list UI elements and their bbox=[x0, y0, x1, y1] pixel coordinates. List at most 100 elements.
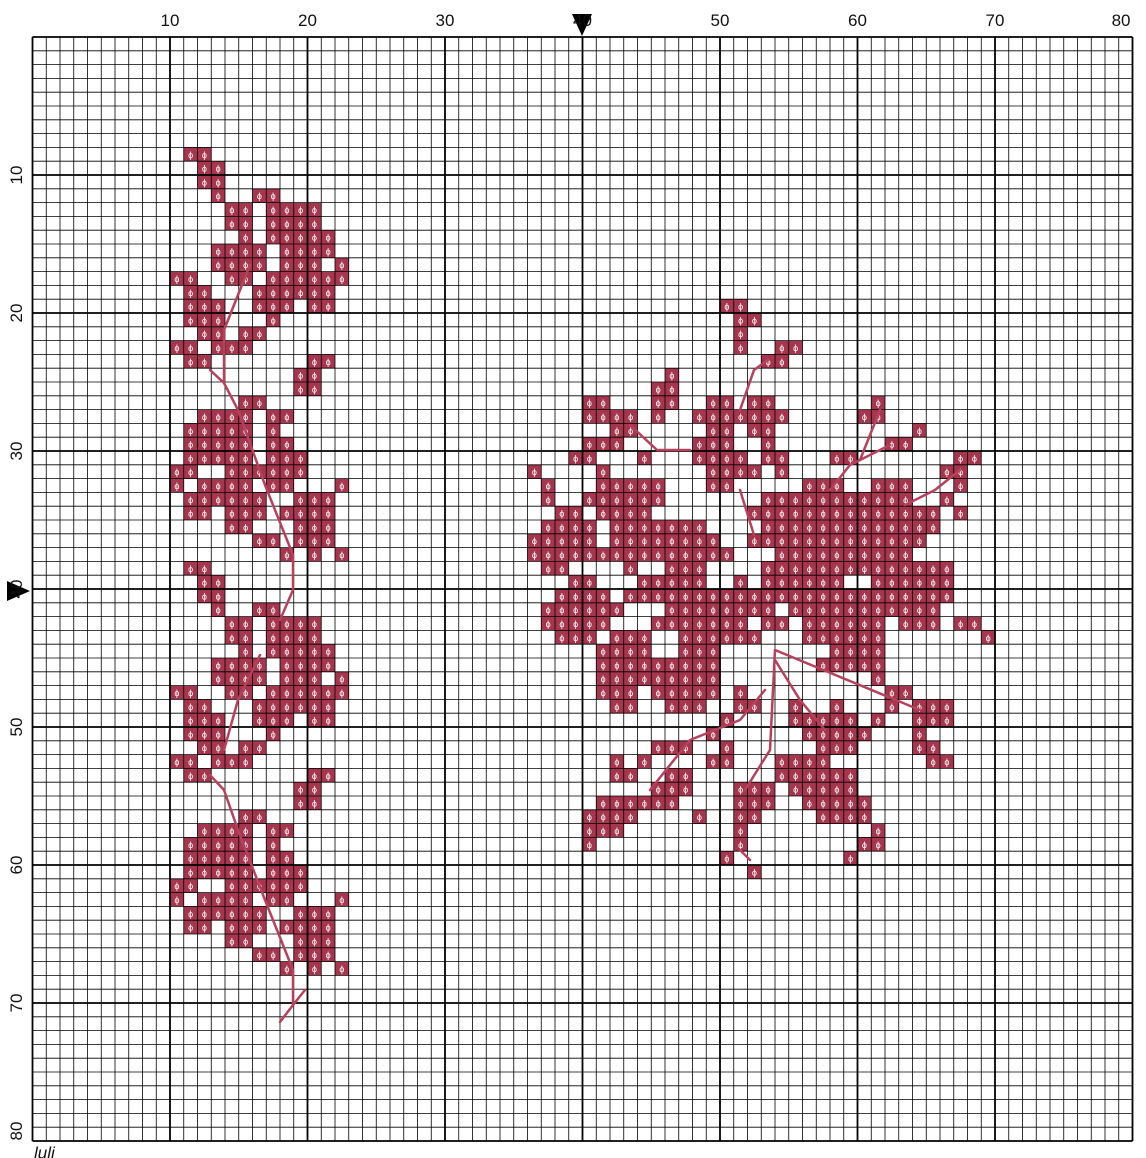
stitch-symbol: ϕ bbox=[601, 398, 606, 408]
stitch-symbol: ϕ bbox=[628, 591, 633, 601]
stitch-symbol: ϕ bbox=[917, 522, 922, 532]
stitch-symbol: ϕ bbox=[339, 481, 344, 491]
stitch bbox=[898, 520, 913, 534]
stitch bbox=[266, 478, 280, 493]
stitch bbox=[802, 616, 817, 631]
stitch-symbol: ϕ bbox=[312, 716, 317, 726]
stitch bbox=[280, 658, 294, 672]
stitch bbox=[843, 851, 858, 865]
stitch-symbol: ϕ bbox=[284, 867, 289, 877]
stitch-symbol: ϕ bbox=[188, 357, 193, 367]
stitch-symbol: ϕ bbox=[848, 716, 853, 726]
stitch-symbol: ϕ bbox=[628, 426, 633, 436]
stitch-symbol: ϕ bbox=[848, 509, 853, 519]
stitch-symbol: ϕ bbox=[271, 867, 276, 877]
stitch-symbol: ϕ bbox=[284, 205, 289, 215]
stitch bbox=[720, 478, 734, 493]
stitch-symbol: ϕ bbox=[656, 688, 661, 698]
stitch bbox=[280, 506, 294, 520]
stitch bbox=[720, 437, 734, 451]
stitch-symbol: ϕ bbox=[298, 702, 303, 712]
stitch bbox=[940, 561, 954, 576]
stitch bbox=[555, 506, 569, 520]
stitch-symbol: ϕ bbox=[243, 246, 248, 256]
stitch bbox=[802, 754, 817, 769]
stitch bbox=[252, 506, 267, 520]
stitch-symbol: ϕ bbox=[642, 633, 647, 643]
stitch bbox=[596, 671, 610, 686]
stitch bbox=[692, 630, 707, 645]
stitch-symbol: ϕ bbox=[779, 591, 784, 601]
stitch bbox=[238, 934, 253, 948]
stitch-symbol: ϕ bbox=[188, 426, 193, 436]
row-label: 80 bbox=[7, 1122, 26, 1141]
stitch-symbol: ϕ bbox=[834, 578, 839, 588]
stitch bbox=[857, 492, 872, 507]
stitch bbox=[197, 478, 212, 493]
stitch-symbol: ϕ bbox=[628, 702, 633, 712]
stitch-symbol: ϕ bbox=[216, 177, 221, 187]
stitch bbox=[678, 520, 693, 534]
stitch-symbol: ϕ bbox=[312, 785, 317, 795]
stitch-symbol: ϕ bbox=[326, 660, 331, 670]
stitch-symbol: ϕ bbox=[862, 509, 867, 519]
stitch bbox=[898, 506, 913, 520]
stitch bbox=[610, 423, 624, 438]
stitch bbox=[582, 602, 597, 617]
backstitch-line bbox=[628, 423, 692, 452]
stitch-symbol: ϕ bbox=[243, 647, 248, 657]
stitch-symbol: ϕ bbox=[834, 660, 839, 670]
stitch-symbol: ϕ bbox=[683, 674, 688, 684]
stitch-symbol: ϕ bbox=[876, 398, 881, 408]
stitch-symbol: ϕ bbox=[284, 826, 289, 836]
stitch-symbol: ϕ bbox=[862, 840, 867, 850]
stitch-symbol: ϕ bbox=[587, 550, 592, 560]
stitch-symbol: ϕ bbox=[711, 536, 716, 546]
stitch bbox=[775, 589, 789, 603]
stitch-symbol: ϕ bbox=[243, 743, 248, 753]
stitch-symbol: ϕ bbox=[614, 495, 619, 505]
stitch-symbol: ϕ bbox=[257, 812, 262, 822]
stitch-symbol: ϕ bbox=[752, 412, 757, 422]
stitch-symbol: ϕ bbox=[216, 495, 221, 505]
stitch bbox=[225, 437, 239, 451]
stitch bbox=[733, 575, 748, 589]
stitch-symbol: ϕ bbox=[848, 495, 853, 505]
stitch-symbol: ϕ bbox=[724, 619, 729, 629]
stitch-symbol: ϕ bbox=[257, 246, 262, 256]
stitch-symbol: ϕ bbox=[243, 509, 248, 519]
stitch-symbol: ϕ bbox=[656, 495, 661, 505]
stitch bbox=[885, 547, 899, 562]
stitch-symbol: ϕ bbox=[697, 702, 702, 712]
stitch-symbol: ϕ bbox=[312, 674, 317, 684]
stitch bbox=[197, 575, 212, 589]
stitch-symbol: ϕ bbox=[711, 660, 716, 670]
stitch bbox=[651, 395, 665, 410]
stitch bbox=[321, 354, 335, 369]
stitch bbox=[912, 727, 927, 741]
stitch-symbol: ϕ bbox=[931, 619, 936, 629]
stitch-symbol: ϕ bbox=[628, 522, 633, 532]
stitch-symbol: ϕ bbox=[821, 771, 826, 781]
stitch bbox=[637, 492, 652, 507]
stitch bbox=[596, 685, 610, 700]
stitch-symbol: ϕ bbox=[216, 164, 221, 174]
stitch bbox=[651, 589, 665, 603]
stitch-symbol: ϕ bbox=[876, 522, 881, 532]
stitch-symbol: ϕ bbox=[711, 453, 716, 463]
stitch bbox=[802, 533, 817, 548]
stitch-symbol: ϕ bbox=[229, 343, 234, 353]
stitch bbox=[788, 602, 803, 617]
stitch bbox=[183, 299, 198, 313]
backstitch-line bbox=[738, 488, 756, 537]
stitch bbox=[747, 409, 762, 424]
stitch-symbol: ϕ bbox=[917, 564, 922, 574]
stitch-symbol: ϕ bbox=[339, 550, 344, 560]
stitch-symbol: ϕ bbox=[944, 702, 949, 712]
stitch-symbol: ϕ bbox=[848, 453, 853, 463]
stitch-symbol: ϕ bbox=[257, 743, 262, 753]
stitch bbox=[651, 671, 665, 686]
stitch-symbol: ϕ bbox=[821, 578, 826, 588]
stitch bbox=[280, 865, 294, 879]
stitch bbox=[898, 602, 913, 617]
